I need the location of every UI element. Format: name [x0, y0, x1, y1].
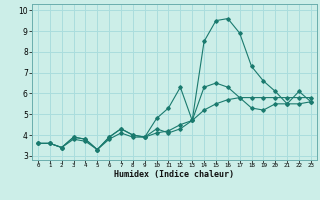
X-axis label: Humidex (Indice chaleur): Humidex (Indice chaleur) [115, 170, 234, 179]
